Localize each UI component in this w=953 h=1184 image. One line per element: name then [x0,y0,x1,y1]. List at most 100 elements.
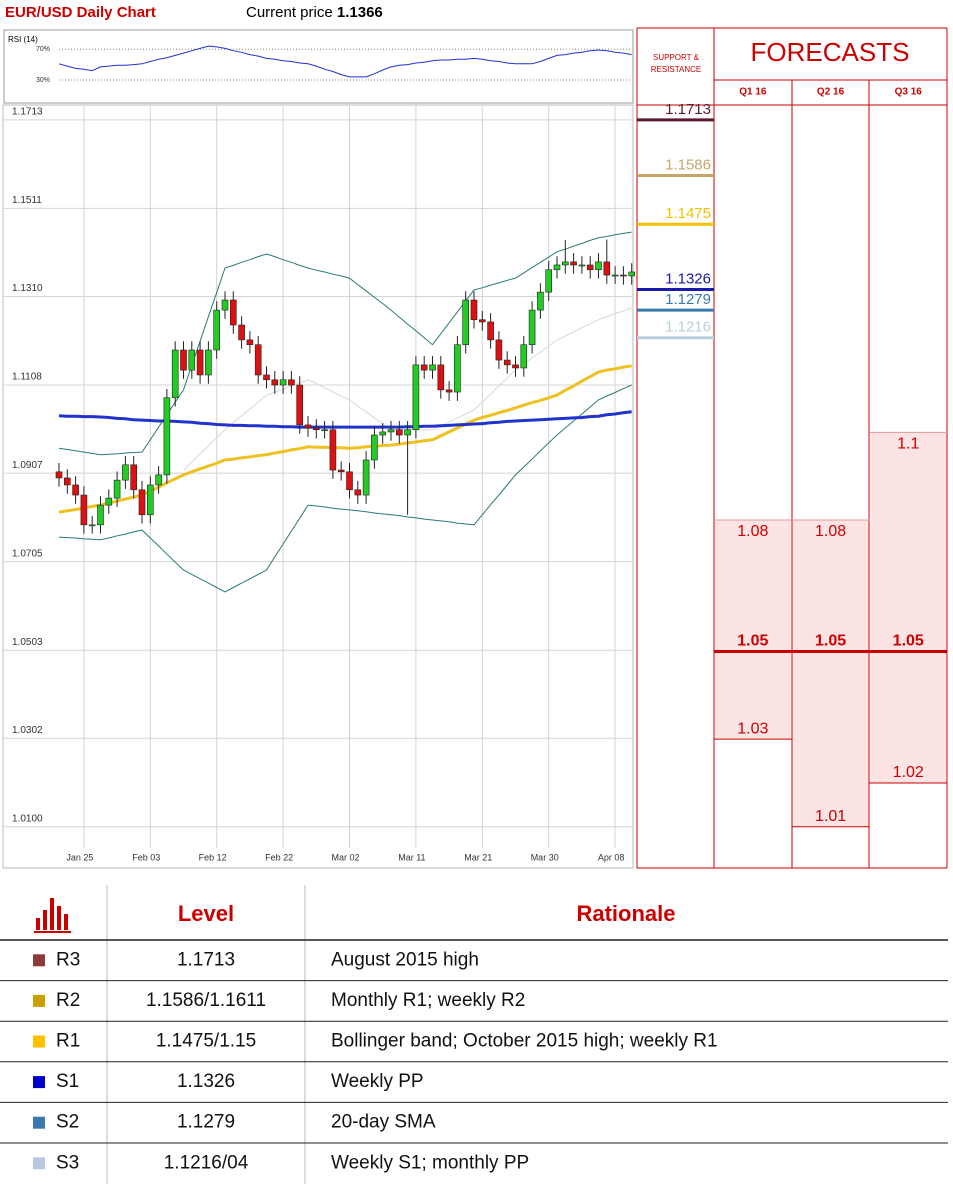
candle-body [437,364,445,391]
x-tick-label: Mar 30 [531,852,559,862]
forecast-median-label: 1.05 [893,633,924,650]
candle-body [279,379,287,386]
row-swatch [33,954,45,967]
candle-body [371,434,378,461]
forecast-high-label: 1.08 [737,523,768,540]
y-tick-label: 1.1511 [12,195,42,206]
candle-body [611,274,619,277]
candle-body [97,504,104,526]
row-swatch [33,1157,45,1170]
candle-body [454,344,461,393]
y-tick-label: 1.1108 [12,372,42,383]
y-tick-label: 30% [36,77,50,84]
forecast-median-label: 1.05 [737,633,768,650]
y-tick-label: 1.0705 [12,548,43,559]
icon-bar [57,906,61,930]
candle-body [72,484,79,496]
candle-body [254,344,262,376]
y-tick-label: 1.0100 [12,813,43,824]
row-swatch [33,994,45,1007]
candle-body [620,274,627,277]
row-swatch [33,1076,45,1089]
candle-body [337,469,345,473]
row-name: S3 [56,1152,79,1173]
forecast-median-label: 1.05 [815,633,846,650]
candle-body [462,299,470,346]
candle-body [362,459,370,496]
indicator-line [58,410,632,429]
price-text: Current price 1.1366 [246,4,383,21]
x-tick-label: Feb 03 [132,852,160,862]
candle-body [603,261,611,276]
candle-body [246,339,254,346]
candle-body [238,324,245,341]
forecast-low-label: 1.02 [893,764,924,781]
candle-body [113,479,121,499]
candle-body [586,264,594,271]
forecast-high-label: 1.1 [897,436,919,453]
icon-bar [50,898,54,930]
row-name: S1 [56,1071,79,1092]
level-label: 1.1216 [665,319,711,336]
row-rationale: Weekly S1; monthly PP [331,1152,529,1173]
forecast-range [792,520,869,827]
table-icon [34,898,71,933]
candle-body [329,429,337,471]
row-name: S2 [56,1112,79,1133]
icon-base [34,931,71,933]
forecast-range [870,432,947,783]
candle-body [122,464,129,481]
x-tick-label: Mar 02 [331,852,359,862]
candle-body [130,464,137,491]
x-tick-label: Feb 12 [199,852,227,862]
rsi-line [58,45,632,78]
x-tick-label: Jan 25 [66,852,93,862]
row-level: 1.1216/04 [164,1152,249,1173]
candle-body [312,427,320,431]
icon-bar [43,910,47,930]
level-label: 1.1586 [665,157,711,174]
x-tick-label: Q2 16 [817,87,845,98]
candle-body [495,339,503,361]
panel-frame [636,27,948,869]
candle-body [105,497,113,506]
forecast-range [715,520,791,740]
candle-body [470,299,478,321]
candle-body [288,379,295,386]
candle-body [528,309,536,346]
y-tick-label: 1.1310 [12,283,43,294]
candle-body [537,291,544,311]
candle-body [221,299,229,311]
candle-body [163,397,171,476]
candle-body [512,364,519,369]
candle-body [196,349,204,376]
candle-body [354,489,362,496]
forecast-high-label: 1.08 [815,523,846,540]
candle-body [138,489,146,516]
price-value: 1.1366 [337,4,383,21]
x-tick-label: Feb 22 [265,852,293,862]
candle-body [213,309,220,351]
candle-body [503,359,511,366]
candle-body [478,319,486,323]
candle-body [578,264,586,267]
candle-body [420,364,428,371]
candle-body [553,264,561,271]
icon-bar [64,914,68,930]
candle-body [561,261,569,266]
candle-body [64,477,71,486]
candle-body [595,261,602,271]
candle-body [180,349,187,371]
row-rationale: 20-day SMA [331,1112,436,1133]
row-name: R1 [56,1031,80,1052]
y-tick-label: 70% [36,46,50,53]
x-tick-label: Q1 16 [739,87,767,98]
candle-body [271,379,279,386]
forecast-low-label: 1.01 [815,808,846,825]
row-level: 1.1713 [177,949,235,970]
rsi-frame [3,29,634,104]
y-tick-label: 1.0907 [12,460,43,471]
level-label: 1.1326 [665,270,711,287]
row-rationale: Monthly R1; weekly R2 [331,990,525,1011]
